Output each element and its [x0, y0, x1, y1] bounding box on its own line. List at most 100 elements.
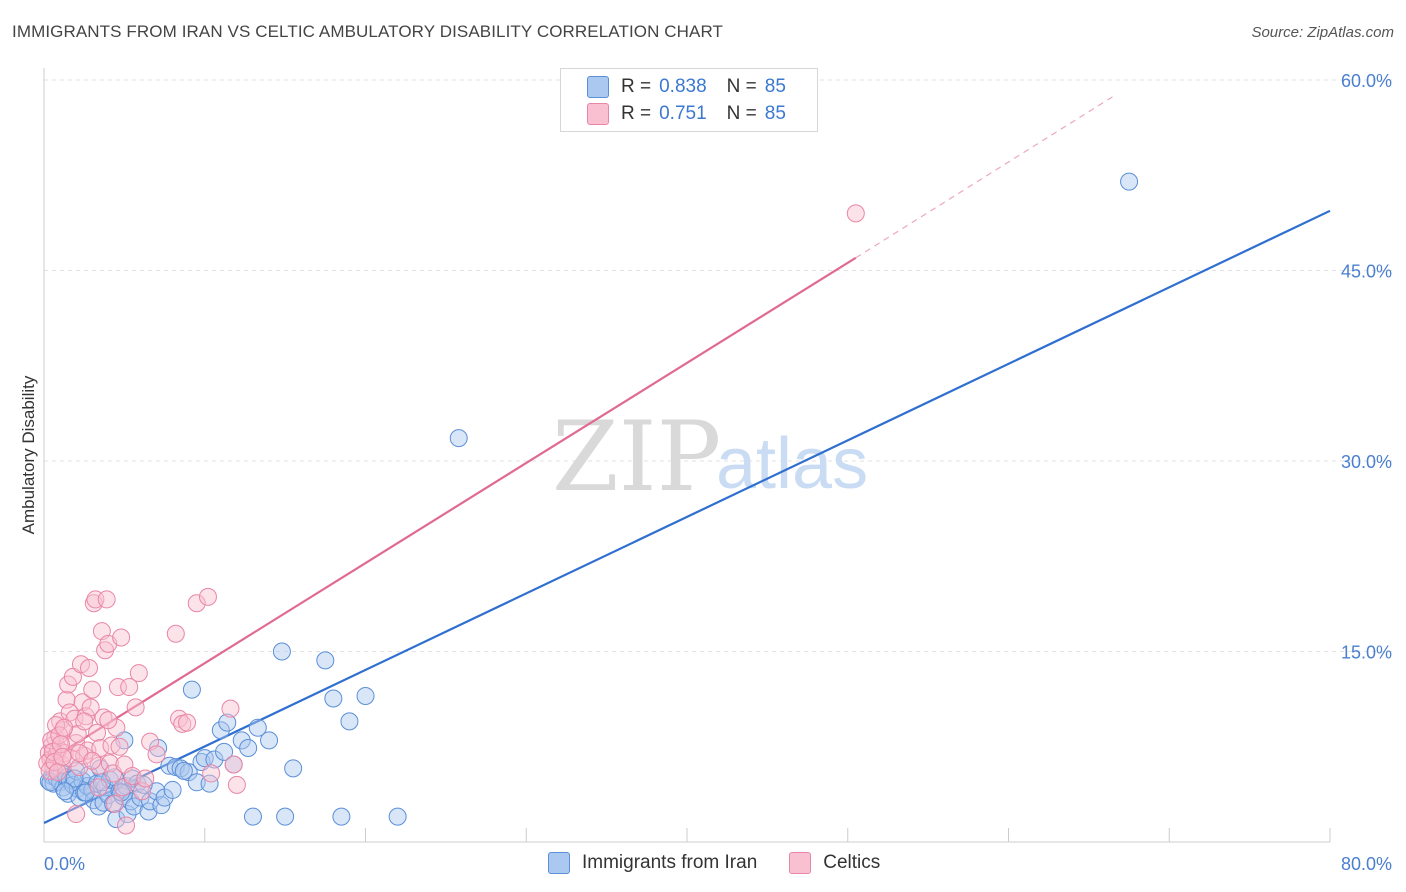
point-iran — [243, 807, 262, 826]
y-tick-label: 30.0% — [1341, 452, 1392, 472]
legend-n-value: 85 — [764, 76, 786, 97]
legend-item-celtics[interactable]: Celtics — [789, 852, 880, 874]
trend-line-celtics — [43, 256, 857, 765]
series-legend: Immigrants from Iran Celtics — [548, 852, 912, 874]
point-celtics — [89, 778, 108, 797]
point-celtics — [221, 699, 240, 718]
point-celtics — [198, 587, 217, 606]
point-iran — [182, 680, 201, 699]
point-iran — [276, 807, 295, 826]
point-celtics — [178, 713, 197, 732]
legend-n-value: 85 — [764, 103, 786, 124]
y-tick-label: 60.0% — [1341, 71, 1392, 91]
point-celtics — [94, 708, 113, 727]
point-iran — [239, 739, 258, 758]
correlation-legend: R = 0.838 N = 85 R = 0.751 N = 85 — [560, 68, 818, 132]
point-iran — [1120, 172, 1139, 191]
point-celtics — [846, 204, 865, 223]
y-tick-label: 45.0% — [1341, 262, 1392, 282]
point-iran — [284, 759, 303, 778]
legend-swatch-iran — [587, 76, 609, 98]
point-celtics — [136, 769, 155, 788]
y-tick-label: 15.0% — [1341, 643, 1392, 663]
point-iran — [248, 718, 267, 737]
point-iran — [272, 642, 291, 661]
point-celtics — [110, 737, 129, 756]
point-iran — [65, 769, 84, 788]
point-celtics — [67, 805, 86, 824]
legend-r-value: 0.838 — [659, 76, 707, 97]
point-celtics — [129, 664, 148, 683]
legend-r-label: R = — [621, 76, 652, 97]
point-celtics — [116, 816, 135, 835]
point-iran — [232, 731, 251, 750]
point-iran — [332, 807, 351, 826]
x-tick-label: 0.0% — [44, 854, 85, 874]
point-iran — [218, 713, 237, 732]
point-iran — [324, 689, 343, 708]
point-celtics — [100, 754, 119, 773]
y-axis-label: Ambulatory Disability — [19, 375, 38, 534]
legend-item-iran[interactable]: Immigrants from Iran — [548, 852, 757, 874]
point-iran — [356, 686, 375, 705]
point-iran — [340, 712, 359, 731]
point-iran — [316, 651, 335, 670]
point-celtics — [63, 667, 82, 686]
point-celtics — [53, 747, 72, 766]
watermark-zip: ZIP — [552, 401, 721, 513]
point-celtics — [126, 698, 145, 717]
point-iran — [260, 731, 279, 750]
axes — [43, 68, 1331, 843]
point-celtics — [97, 590, 116, 609]
chart-title: IMMIGRANTS FROM IRAN VS CELTIC AMBULATOR… — [12, 22, 724, 41]
point-celtics — [88, 723, 107, 742]
point-iran — [174, 761, 193, 780]
point-celtics — [147, 745, 166, 764]
legend-swatch-celtics — [789, 852, 812, 874]
legend-r-value: 0.751 — [659, 103, 707, 124]
x-tick-label: 80.0% — [1341, 854, 1392, 874]
point-celtics — [80, 659, 99, 678]
point-celtics — [120, 678, 139, 697]
point-celtics — [48, 763, 67, 782]
point-celtics — [38, 754, 57, 773]
trend-lines — [43, 96, 1331, 824]
point-celtics — [112, 628, 131, 647]
trend-line-celtics-extension — [855, 96, 1114, 259]
point-iran — [205, 750, 224, 769]
legend-row-celtics: R = 0.751 N = 85 — [587, 102, 786, 126]
point-iran — [195, 749, 214, 768]
legend-label-iran: Immigrants from Iran — [582, 852, 758, 873]
legend-n-label: N = — [726, 76, 757, 97]
point-celtics — [99, 711, 118, 730]
point-celtics — [83, 680, 102, 699]
point-iran — [107, 810, 126, 829]
point-iran — [55, 782, 74, 801]
point-iran — [125, 797, 144, 816]
point-celtics — [105, 794, 124, 813]
point-iran — [215, 742, 234, 761]
point-iran — [388, 807, 407, 826]
point-celtics — [224, 755, 243, 774]
point-celtics — [75, 712, 94, 731]
point-iran — [160, 756, 179, 775]
point-iran — [163, 780, 182, 799]
legend-n-label: N = — [726, 103, 757, 124]
point-celtics — [55, 718, 74, 737]
point-celtics — [227, 775, 246, 794]
point-iran — [59, 784, 78, 803]
point-celtics — [166, 624, 185, 643]
grid-lines — [44, 79, 1392, 652]
point-celtics — [202, 764, 221, 783]
point-celtics — [187, 594, 206, 613]
point-celtics — [91, 739, 110, 758]
legend-label-celtics: Celtics — [823, 852, 881, 873]
tick-labels: 15.0% 30.0% 45.0% 60.0% 0.0% 80.0% — [44, 71, 1392, 874]
legend-swatch-iran — [548, 852, 570, 874]
legend-swatch-celtics — [587, 103, 609, 125]
point-celtics — [83, 751, 102, 770]
data-points — [38, 172, 1139, 835]
legend-r-label: R = — [621, 103, 652, 124]
source-label: Source: ZipAtlas.com — [1251, 24, 1394, 41]
